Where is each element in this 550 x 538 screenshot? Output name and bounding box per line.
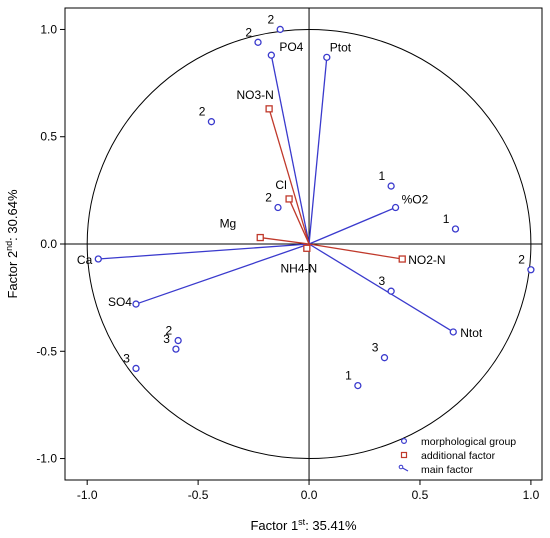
x-tick-label: -1.0 xyxy=(77,488,98,502)
legend-label: morphological group xyxy=(421,436,516,448)
main-factor-vector xyxy=(270,55,310,245)
x-tick-label: -0.5 xyxy=(188,488,209,502)
additional-factor-point xyxy=(398,255,406,263)
x-tick-label: 0.0 xyxy=(301,488,318,502)
additional-factor-label: Cl xyxy=(275,178,286,192)
group-label: 3 xyxy=(372,341,379,355)
main-factor-label: Ntot xyxy=(460,326,483,340)
main-factor-point xyxy=(391,203,400,212)
main-factor-point xyxy=(449,328,457,336)
x-tick-label: 0.5 xyxy=(412,488,429,502)
additional-factor-point xyxy=(285,195,293,203)
additional-factor-point xyxy=(303,244,311,252)
group-label: 1 xyxy=(443,212,450,226)
group-label: 1 xyxy=(345,369,352,383)
additional-factor-label: NO2-N xyxy=(408,253,445,267)
y-axis-title: Factor 2nd: 30.64% xyxy=(4,189,20,298)
legend-marker-line-dot xyxy=(398,464,404,470)
main-factor-vector xyxy=(308,243,454,333)
legend-label: additional factor xyxy=(421,450,496,462)
group-point xyxy=(527,266,535,274)
main-factor-label: Ptot xyxy=(330,40,352,54)
legend-marker-circle xyxy=(401,438,408,445)
group-point xyxy=(387,287,395,295)
main-factor-vector xyxy=(308,206,396,245)
group-label: 1 xyxy=(378,169,385,183)
group-label: 2 xyxy=(265,191,272,205)
x-tick-label: 1.0 xyxy=(523,488,540,502)
group-label: 2 xyxy=(268,12,275,26)
y-tick-label: -1.0 xyxy=(36,452,57,466)
group-point xyxy=(132,364,140,373)
main-factor-label: Ca xyxy=(77,253,93,267)
main-factor-vector xyxy=(135,243,310,305)
main-factor-label: SO4 xyxy=(108,295,132,309)
group-label: 3 xyxy=(123,351,130,365)
group-point xyxy=(174,336,182,345)
group-point xyxy=(254,38,262,46)
additional-factor-label: NO3-N xyxy=(236,88,273,102)
additional-factor-vector xyxy=(260,236,310,245)
y-tick-label: 1.0 xyxy=(40,22,57,36)
main-factor-point xyxy=(267,51,275,59)
main-factor-vector xyxy=(98,243,310,260)
main-factor-vector xyxy=(308,57,328,245)
group-label: 2 xyxy=(518,253,525,267)
group-label: 3 xyxy=(163,332,170,346)
group-point xyxy=(451,225,460,233)
legend-marker-square xyxy=(400,451,408,459)
group-label: 2 xyxy=(245,25,252,39)
y-tick-label: 0.0 xyxy=(40,237,57,251)
y-tick-label: -0.5 xyxy=(36,344,57,358)
group-label: 3 xyxy=(378,274,385,288)
main-factor-label: PO4 xyxy=(279,40,303,54)
additional-factor-label: Mg xyxy=(220,217,237,231)
group-label: 2 xyxy=(199,105,206,119)
group-point xyxy=(172,345,180,353)
group-point xyxy=(274,203,282,212)
additional-factor-point xyxy=(265,105,273,113)
main-factor-label: %O2 xyxy=(402,193,429,207)
additional-factor-vector xyxy=(308,243,403,260)
main-factor-point xyxy=(323,53,331,61)
additional-factor-label: NH4-N xyxy=(280,261,317,275)
legend-label: main factor xyxy=(421,464,473,476)
additional-factor-vector xyxy=(288,198,310,245)
group-point xyxy=(207,118,216,126)
main-factor-point xyxy=(94,255,102,263)
additional-factor-vector xyxy=(268,108,310,245)
group-point xyxy=(276,25,284,34)
group-point xyxy=(387,182,395,190)
main-factor-point xyxy=(132,300,140,308)
y-tick-label: 0.5 xyxy=(40,130,57,144)
additional-factor-point xyxy=(256,233,264,242)
group-point xyxy=(354,381,362,390)
group-label: 2 xyxy=(165,324,172,338)
group-point xyxy=(380,354,389,362)
x-axis-title: Factor 1st: 35.41% xyxy=(250,517,356,533)
